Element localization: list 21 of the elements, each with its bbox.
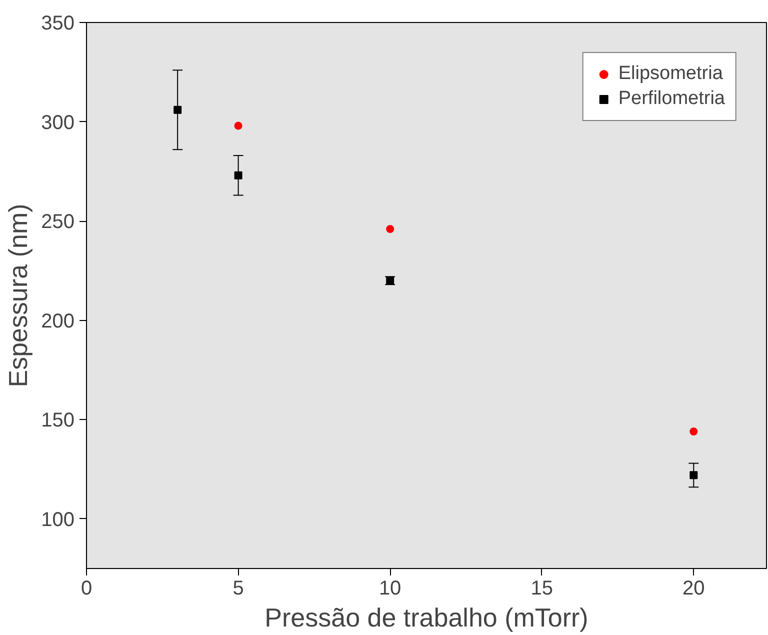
- point: [234, 122, 242, 130]
- point: [690, 471, 698, 480]
- point: [234, 171, 242, 180]
- point: [386, 224, 394, 233]
- y-tick-label: 250: [41, 211, 75, 234]
- y-tick-label: 300: [41, 112, 75, 134]
- x-tick-label: 20: [682, 578, 705, 600]
- y-tick-label: 150: [41, 410, 75, 432]
- y-axis-title: Espessura (nm): [3, 204, 34, 388]
- y-tick-label: 100: [41, 508, 75, 531]
- x-tick-label: 15: [530, 578, 553, 600]
- x-tick-label: 10: [378, 578, 402, 600]
- legend-label: Perfilometria: [618, 88, 725, 110]
- point: [690, 428, 698, 436]
- point: [174, 106, 182, 114]
- x-tick-label: 0: [80, 578, 92, 600]
- y-tick-label: 350: [41, 12, 75, 34]
- x-tick-label: 5: [232, 578, 244, 600]
- legend-label: Elipsometria: [618, 63, 723, 85]
- x-axis-title: Pressão de trabalho (mTorr): [264, 602, 588, 632]
- y-tick-label: 200: [41, 310, 75, 332]
